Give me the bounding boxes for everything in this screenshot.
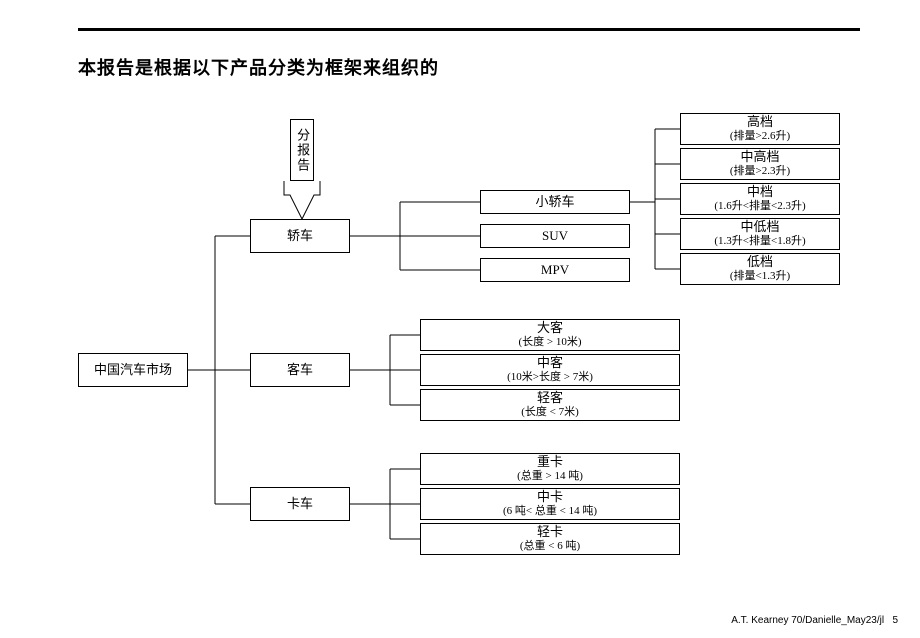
bus-name: 大客 <box>537 320 563 336</box>
bus-spec: (长度 < 7米) <box>521 406 579 420</box>
node-bus-large: 大客 (长度 > 10米) <box>420 319 680 351</box>
grade-name: 中档 <box>747 184 773 200</box>
node-grade-midlow: 中低档 (1.3升<排量<1.8升) <box>680 218 840 250</box>
node-grade-low: 低档 (排量<1.3升) <box>680 253 840 285</box>
truck-spec: (总重 < 6 吨) <box>520 540 580 554</box>
node-suv: SUV <box>480 224 630 248</box>
grade-name: 中低档 <box>740 219 779 235</box>
node-bus-mid: 中客 (10米>长度 > 7米) <box>420 354 680 386</box>
node-truck: 卡车 <box>250 487 350 521</box>
bus-spec: (10米>长度 > 7米) <box>507 371 593 385</box>
grade-name: 高档 <box>747 114 773 130</box>
node-bus: 客车 <box>250 353 350 387</box>
node-grade-high: 高档 (排量>2.6升) <box>680 113 840 145</box>
grade-name: 中高档 <box>740 149 779 165</box>
node-truck-mid: 中卡 (6 吨< 总重 < 14 吨) <box>420 488 680 520</box>
node-truck-light: 轻卡 (总重 < 6 吨) <box>420 523 680 555</box>
grade-spec: (排量>2.3升) <box>730 165 790 179</box>
truck-spec: (总重 > 14 吨) <box>517 470 583 484</box>
callout-label: 分报告 <box>290 119 314 181</box>
grade-spec: (1.3升<排量<1.8升) <box>714 235 805 249</box>
node-grade-midhigh: 中高档 (排量>2.3升) <box>680 148 840 180</box>
truck-name: 中卡 <box>537 489 563 505</box>
truck-name: 重卡 <box>537 454 563 470</box>
grade-spec: (排量>2.6升) <box>730 130 790 144</box>
node-cars: 轿车 <box>250 219 350 253</box>
grade-spec: (1.6升<排量<2.3升) <box>714 200 805 214</box>
node-bus-light: 轻客 (长度 < 7米) <box>420 389 680 421</box>
root-node: 中国汽车市场 <box>78 353 188 387</box>
footer-credit: A.T. Kearney 70/Danielle_May23/jl <box>731 615 884 626</box>
bus-name: 轻客 <box>537 390 563 406</box>
truck-name: 轻卡 <box>537 524 563 540</box>
header-rule <box>78 28 860 31</box>
node-mpv: MPV <box>480 258 630 282</box>
node-grade-mid: 中档 (1.6升<排量<2.3升) <box>680 183 840 215</box>
node-truck-heavy: 重卡 (总重 > 14 吨) <box>420 453 680 485</box>
node-sedan: 小轿车 <box>480 190 630 214</box>
bus-name: 中客 <box>537 355 563 371</box>
truck-spec: (6 吨< 总重 < 14 吨) <box>503 505 597 519</box>
grade-spec: (排量<1.3升) <box>730 270 790 284</box>
page-title: 本报告是根据以下产品分类为框架来组织的 <box>78 54 439 80</box>
bus-spec: (长度 > 10米) <box>518 336 581 350</box>
footer: A.T. Kearney 70/Danielle_May23/jl 5 <box>731 615 898 626</box>
grade-name: 低档 <box>747 254 773 270</box>
footer-page: 5 <box>892 615 898 626</box>
